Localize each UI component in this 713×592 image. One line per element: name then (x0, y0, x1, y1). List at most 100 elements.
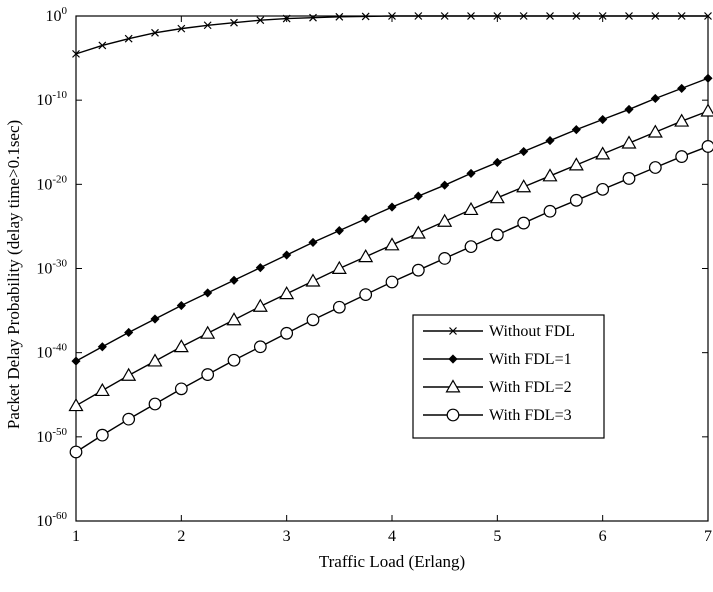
series-3 (68, 103, 713, 412)
legend-marker (446, 408, 460, 422)
data-point (203, 288, 213, 298)
y-tick-exponent: -60 (52, 510, 67, 522)
y-tick-label: 10-60 (36, 510, 67, 530)
series-group (68, 12, 713, 459)
data-point (596, 182, 610, 196)
data-point (569, 193, 583, 207)
data-point (650, 93, 660, 104)
data-point (545, 136, 555, 146)
y-tick-label: 10-40 (36, 342, 67, 362)
legend-label: With FDL=2 (489, 379, 572, 396)
legend-item: With FDL=3 (423, 407, 572, 424)
y-tick-exponent: 0 (62, 5, 68, 17)
data-point (703, 73, 713, 83)
x-tick-label: 4 (388, 528, 396, 545)
legend-label: Without FDL (489, 323, 575, 340)
legend-item: With FDL=2 (423, 379, 572, 396)
data-point (95, 428, 109, 442)
data-point (305, 273, 321, 287)
data-point (466, 168, 476, 178)
data-point (674, 113, 690, 127)
data-point (622, 172, 636, 185)
data-point (173, 339, 189, 353)
data-point (280, 326, 294, 340)
legend-label: With FDL=3 (489, 407, 572, 424)
x-marker-stroke (282, 14, 291, 23)
data-point (230, 18, 238, 27)
y-tick-exponent: -20 (52, 173, 67, 185)
data-point (516, 179, 532, 193)
data-point (256, 16, 265, 25)
data-point (176, 300, 186, 311)
x-tick-label: 6 (599, 528, 607, 545)
legend-item: Without FDL (423, 323, 575, 340)
data-point (675, 150, 689, 163)
x-marker-stroke (677, 12, 686, 20)
data-point (385, 275, 399, 289)
x-tick-label: 1 (72, 528, 80, 545)
y-tick-base: 10 (36, 429, 52, 446)
x-marker-stroke (309, 13, 317, 22)
data-point (437, 213, 453, 227)
data-point (124, 327, 134, 338)
data-point (677, 83, 687, 93)
legend-marker (445, 379, 461, 393)
data-point (647, 124, 663, 138)
data-point (598, 114, 608, 125)
y-tick-base: 10 (46, 8, 62, 25)
y-tick-base: 10 (36, 92, 52, 109)
x-marker-stroke (256, 16, 265, 25)
x-marker-stroke (651, 12, 660, 20)
data-point (440, 12, 449, 20)
legend-marker (449, 327, 457, 335)
data-point (150, 314, 160, 324)
x-tick-label: 2 (177, 528, 185, 545)
data-point (361, 214, 371, 224)
data-point (492, 157, 502, 168)
data-point (546, 12, 554, 20)
data-point (490, 228, 504, 242)
data-point (252, 298, 268, 312)
x-tick-label: 7 (704, 528, 712, 545)
data-point (463, 201, 479, 216)
x-marker-stroke (388, 12, 396, 20)
data-point (331, 260, 347, 274)
data-point (201, 368, 215, 381)
series-line (75, 77, 709, 362)
y-tick-base: 10 (36, 513, 52, 530)
data-point (704, 12, 712, 20)
y-tick-label: 10-50 (36, 426, 67, 446)
data-point (413, 191, 423, 201)
data-point (94, 382, 110, 397)
data-point (227, 353, 241, 367)
data-point (625, 12, 633, 20)
data-point (388, 12, 396, 20)
data-point (71, 356, 81, 366)
x-marker-stroke (598, 12, 607, 20)
data-point (568, 157, 584, 171)
data-point (571, 125, 581, 135)
data-point (147, 353, 163, 367)
y-tick-base: 10 (36, 176, 52, 193)
series-line (75, 145, 709, 453)
data-point (384, 237, 400, 251)
x-marker-stroke (414, 12, 423, 20)
x-marker-stroke (625, 12, 633, 20)
x-tick-label: 5 (493, 528, 501, 545)
x-marker-stroke (440, 12, 449, 20)
y-axis-label: Packet Delay Probability (delay time>0.1… (4, 120, 23, 429)
series-line (75, 110, 709, 407)
series-1 (72, 12, 712, 58)
data-point (229, 275, 239, 285)
legend-label: With FDL=1 (489, 351, 572, 368)
data-point (98, 41, 107, 50)
y-tick-exponent: -40 (52, 342, 67, 354)
data-point (121, 367, 137, 381)
data-point (598, 12, 607, 20)
data-point (151, 28, 159, 37)
data-point (309, 13, 317, 22)
series-2 (71, 73, 713, 366)
x-marker-stroke (177, 24, 186, 33)
data-point (467, 12, 475, 20)
data-point (226, 312, 242, 326)
